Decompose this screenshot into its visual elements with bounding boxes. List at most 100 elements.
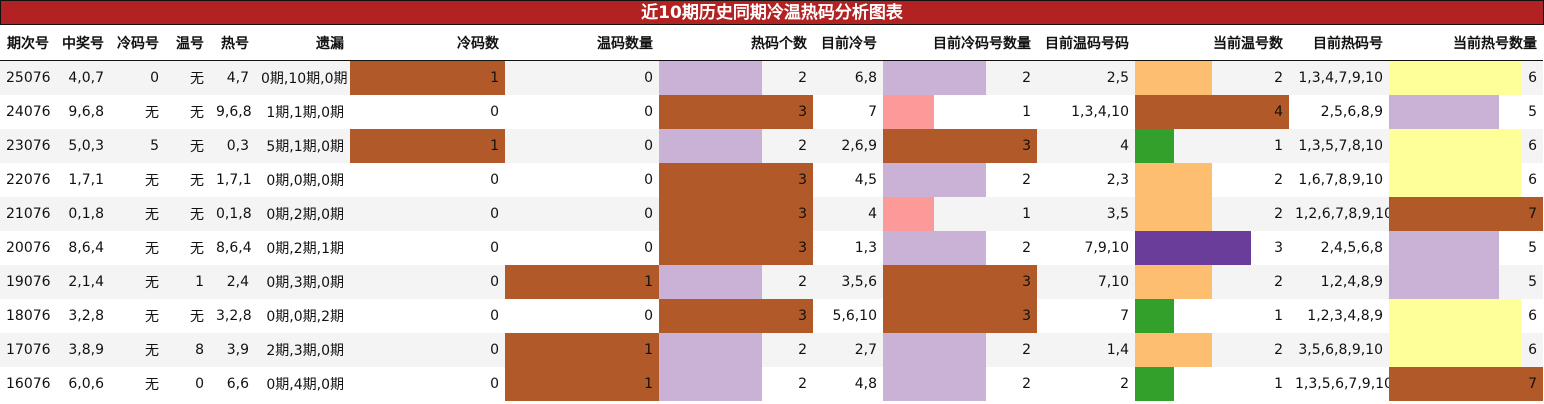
table-cell: 2 bbox=[659, 333, 813, 367]
table-cell: 0 bbox=[350, 95, 505, 129]
column-header[interactable]: 中奖号 bbox=[55, 25, 110, 61]
cell-value: 3 bbox=[1274, 240, 1283, 256]
table-cell: 7 bbox=[1389, 367, 1543, 401]
cell-value: 3 bbox=[798, 104, 807, 120]
table-cell: 2,5 bbox=[1037, 60, 1135, 95]
cell-value: 3 bbox=[798, 308, 807, 324]
column-header[interactable]: 冷码数 bbox=[350, 25, 505, 61]
column-header[interactable]: 目前冷码号数量 bbox=[883, 25, 1037, 61]
data-bar bbox=[1389, 333, 1521, 367]
column-header[interactable]: 温号 bbox=[165, 25, 210, 61]
table-cell: 0期,10期,0期 bbox=[255, 60, 350, 95]
header-row: 期次号 中奖号 冷码号 温号 热号 遗漏 冷码数 温码数量 热码个数 目前冷号 目前冷码号数量 目前温… bbox=[0, 25, 1543, 61]
table-body: 25076 4,0,7 0 无 4,7 0期,10期,0期 1 0 2 6,8 2 2,5 2 1,3,4… bbox=[0, 60, 1543, 401]
table-cell: 2期,3期,0期 bbox=[255, 333, 350, 367]
table-cell: 0 bbox=[505, 95, 659, 129]
table-cell: 3 bbox=[659, 299, 813, 333]
cell-value: 2 bbox=[798, 138, 807, 154]
table-cell: 2 bbox=[1120, 376, 1129, 392]
cell-value: 2 bbox=[798, 274, 807, 290]
table-cell: 无 bbox=[145, 241, 159, 257]
column-header[interactable]: 目前热码号 bbox=[1289, 25, 1389, 61]
table-cell: 0期,4期,0期 bbox=[266, 377, 344, 393]
column-header[interactable]: 目前温码号码 bbox=[1037, 25, 1135, 61]
data-bar bbox=[1135, 129, 1174, 163]
table-cell: 2,4,5,6,8 bbox=[1320, 240, 1383, 256]
table-cell: 6 bbox=[1389, 333, 1543, 367]
column-header[interactable]: 当前热号数量 bbox=[1389, 25, 1543, 61]
table-cell: 5 bbox=[1389, 265, 1543, 299]
table-cell: 3,8,9 bbox=[55, 333, 110, 367]
data-bar bbox=[1389, 265, 1499, 299]
column-header[interactable]: 目前冷号 bbox=[813, 25, 883, 61]
cell-value: 0 bbox=[644, 206, 653, 222]
data-bar bbox=[1135, 231, 1251, 265]
data-bar bbox=[659, 197, 813, 231]
table-cell: 5,0,3 bbox=[55, 129, 110, 163]
column-header[interactable]: 热号 bbox=[210, 25, 255, 61]
cell-value: 3 bbox=[1022, 138, 1031, 154]
table-cell: 2 bbox=[1135, 265, 1289, 299]
table-row: 17076 3,8,9 无 8 3,9 2期,3期,0期 0 1 2 2,7 2 1,4 2 3,5,6,… bbox=[0, 333, 1543, 367]
table-row: 25076 4,0,7 0 无 4,7 0期,10期,0期 1 0 2 6,8 2 2,5 2 1,3,4… bbox=[0, 60, 1543, 95]
cell-value: 6 bbox=[1528, 172, 1537, 188]
table-cell: 2,4 bbox=[210, 265, 255, 299]
column-header[interactable]: 当前温号数 bbox=[1135, 25, 1289, 61]
table-cell: 1,3 bbox=[854, 240, 877, 256]
table-cell: 无 bbox=[145, 105, 159, 121]
table-cell: 7 bbox=[868, 104, 877, 120]
table-cell: 无 bbox=[190, 105, 204, 121]
column-header[interactable]: 期次号 bbox=[0, 25, 55, 61]
table-cell: 1,2,3,4,8,9 bbox=[1307, 308, 1383, 324]
table-cell: 2 bbox=[659, 60, 813, 95]
table-cell: 无 bbox=[190, 309, 204, 325]
data-bar bbox=[1135, 333, 1212, 367]
data-bar bbox=[883, 197, 935, 231]
data-bar bbox=[505, 265, 659, 299]
cell-value: 1 bbox=[644, 342, 653, 358]
table-row: 18076 3,2,8 无 无 3,2,8 0期,0期,2期 0 0 3 5,6,10 3 7 1 1,2… bbox=[0, 299, 1543, 333]
table-cell: 4,8 bbox=[854, 376, 877, 392]
table-cell: 2 bbox=[1135, 333, 1289, 367]
cell-value: 4 bbox=[1274, 104, 1283, 120]
table-cell: 1 bbox=[350, 60, 505, 95]
cell-value: 1 bbox=[1274, 376, 1283, 392]
table-cell: 8,6,4 bbox=[68, 240, 104, 256]
cell-value: 0 bbox=[644, 70, 653, 86]
data-bar bbox=[659, 231, 813, 265]
data-bar bbox=[1135, 265, 1212, 299]
data-bar bbox=[883, 129, 1037, 163]
data-bar bbox=[659, 333, 762, 367]
cell-value: 0 bbox=[490, 206, 499, 222]
table-cell: 0 bbox=[350, 231, 505, 265]
data-bar bbox=[505, 367, 659, 401]
column-header[interactable]: 遗漏 bbox=[255, 25, 350, 61]
cell-value: 0 bbox=[644, 240, 653, 256]
table-cell: 无 bbox=[110, 333, 165, 367]
column-header[interactable]: 冷码号 bbox=[110, 25, 165, 61]
table-cell: 4 bbox=[1135, 95, 1289, 129]
table-cell: 2 bbox=[883, 367, 1037, 401]
table-cell: 7 bbox=[1120, 308, 1129, 324]
cell-value: 2 bbox=[1022, 240, 1031, 256]
table-cell: 1,3,5,7,8,10 bbox=[1289, 129, 1389, 163]
table-cell: 2 bbox=[883, 333, 1037, 367]
cell-value: 0 bbox=[644, 104, 653, 120]
table-cell: 21076 bbox=[0, 197, 55, 231]
data-bar bbox=[659, 367, 762, 401]
table-cell: 5 bbox=[110, 129, 165, 163]
table-cell: 4 bbox=[813, 197, 883, 231]
cell-value: 6 bbox=[1528, 70, 1537, 86]
chart-title: 近10期历史同期冷温热码分析图表 bbox=[0, 0, 1544, 25]
column-header[interactable]: 温码数量 bbox=[505, 25, 659, 61]
table-cell: 2 bbox=[1135, 197, 1289, 231]
table-cell: 20076 bbox=[6, 240, 51, 256]
cell-value: 2 bbox=[1274, 70, 1283, 86]
table-cell: 2 bbox=[883, 231, 1037, 265]
column-header[interactable]: 热码个数 bbox=[659, 25, 813, 61]
cell-value: 5 bbox=[1528, 274, 1537, 290]
table-cell: 24076 bbox=[6, 104, 51, 120]
table-cell: 2,5,6,8,9 bbox=[1320, 104, 1383, 120]
table-cell: 0 bbox=[350, 163, 505, 197]
table-cell: 1,7,1 bbox=[68, 172, 104, 188]
